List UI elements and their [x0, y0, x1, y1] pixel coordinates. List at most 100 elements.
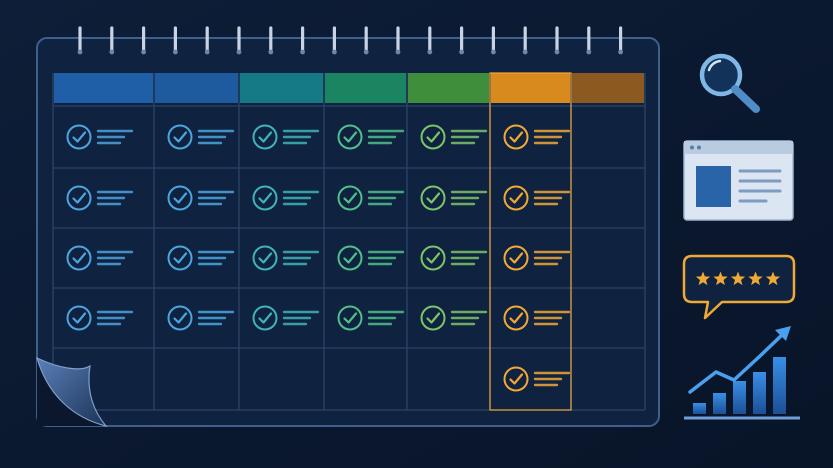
check-circle-icon — [66, 245, 92, 271]
binder-hole — [268, 49, 274, 55]
check-mark-icon — [173, 131, 188, 143]
page-curl — [36, 356, 108, 428]
check-mark-icon — [426, 252, 441, 264]
check-circle-icon — [503, 245, 529, 271]
growth-bar — [773, 357, 786, 414]
check-mark-icon — [426, 192, 441, 204]
star-icon — [695, 271, 711, 286]
check-mark-icon — [173, 312, 188, 324]
task-cell — [167, 245, 235, 271]
check-circle-icon — [252, 305, 278, 331]
binder-hole — [77, 49, 83, 55]
column-header — [408, 73, 489, 103]
check-mark-icon — [343, 131, 358, 143]
check-mark-icon — [72, 192, 87, 204]
star-icon — [730, 271, 746, 286]
check-mark-icon — [343, 252, 358, 264]
task-cell — [503, 366, 571, 392]
binder-hole — [427, 49, 433, 55]
check-mark-icon — [72, 252, 87, 264]
check-circle-icon — [252, 124, 278, 150]
task-cell — [420, 124, 488, 150]
check-mark-icon — [509, 312, 524, 324]
task-cell — [420, 245, 488, 271]
task-cell — [337, 245, 405, 271]
check-mark-icon — [72, 131, 87, 143]
task-cell — [420, 185, 488, 211]
check-circle-icon — [337, 185, 363, 211]
check-mark-icon — [509, 192, 524, 204]
growth-arrow-head — [775, 326, 791, 341]
calendar — [36, 26, 660, 428]
growth-chart-icon — [684, 326, 800, 420]
binder-hole — [586, 49, 592, 55]
growth-bar — [753, 372, 766, 414]
task-cell — [503, 305, 571, 331]
check-circle-icon — [167, 124, 193, 150]
task-cell — [503, 245, 571, 271]
task-cell — [66, 245, 134, 271]
web-page-dot — [697, 145, 701, 150]
binder-hole — [554, 49, 560, 55]
binder-hole — [395, 49, 401, 55]
check-mark-icon — [258, 192, 273, 204]
check-mark-icon — [258, 131, 273, 143]
star-icon — [713, 271, 728, 286]
star-icon — [748, 271, 763, 286]
column-header — [240, 73, 323, 103]
column-header — [325, 73, 406, 103]
check-circle-icon — [337, 245, 363, 271]
check-circle-icon — [337, 124, 363, 150]
check-mark-icon — [258, 312, 273, 324]
task-cell — [337, 185, 405, 211]
check-mark-icon — [509, 373, 524, 385]
web-page-image-block — [696, 166, 731, 207]
task-cell — [252, 245, 320, 271]
task-cell — [252, 185, 320, 211]
growth-trend-line — [688, 332, 785, 394]
magnifier-glint — [707, 59, 722, 72]
binder-rings — [77, 26, 623, 55]
check-circle-icon — [167, 245, 193, 271]
check-circle-icon — [503, 124, 529, 150]
task-cell — [337, 124, 405, 150]
check-circle-icon — [503, 305, 529, 331]
check-circle-icon — [337, 305, 363, 331]
check-circle-icon — [167, 185, 193, 211]
binder-hole — [618, 49, 623, 55]
calendar-frame — [36, 37, 660, 427]
check-mark-icon — [509, 252, 524, 264]
binder-hole — [141, 49, 147, 55]
binder-hole — [332, 49, 337, 55]
task-cell — [420, 305, 488, 331]
check-circle-icon — [167, 305, 193, 331]
growth-bar — [733, 381, 746, 414]
check-mark-icon — [72, 312, 87, 324]
task-cell — [167, 124, 235, 150]
binder-hole — [109, 49, 115, 55]
check-circle-icon — [503, 185, 529, 211]
binder-hole — [173, 49, 178, 55]
task-cell — [252, 124, 320, 150]
task-cell — [503, 124, 571, 150]
task-cell — [167, 185, 235, 211]
check-mark-icon — [509, 131, 524, 143]
task-cell — [252, 305, 320, 331]
task-cell — [337, 305, 405, 331]
web-page-icon — [683, 140, 794, 221]
magnifier-handle — [731, 85, 760, 113]
binder-hole — [363, 49, 369, 55]
highlighted-column-outline — [489, 72, 572, 411]
check-mark-icon — [426, 131, 441, 143]
page-curl-shadow — [37, 360, 106, 426]
binder-hole — [491, 49, 496, 55]
check-mark-icon — [258, 252, 273, 264]
check-mark-icon — [343, 312, 358, 324]
check-mark-icon — [426, 312, 441, 324]
binder-hole — [236, 49, 242, 55]
check-circle-icon — [66, 305, 92, 331]
growth-bar — [713, 393, 726, 414]
check-circle-icon — [503, 366, 529, 392]
check-circle-icon — [420, 185, 446, 211]
task-cell — [167, 305, 235, 331]
